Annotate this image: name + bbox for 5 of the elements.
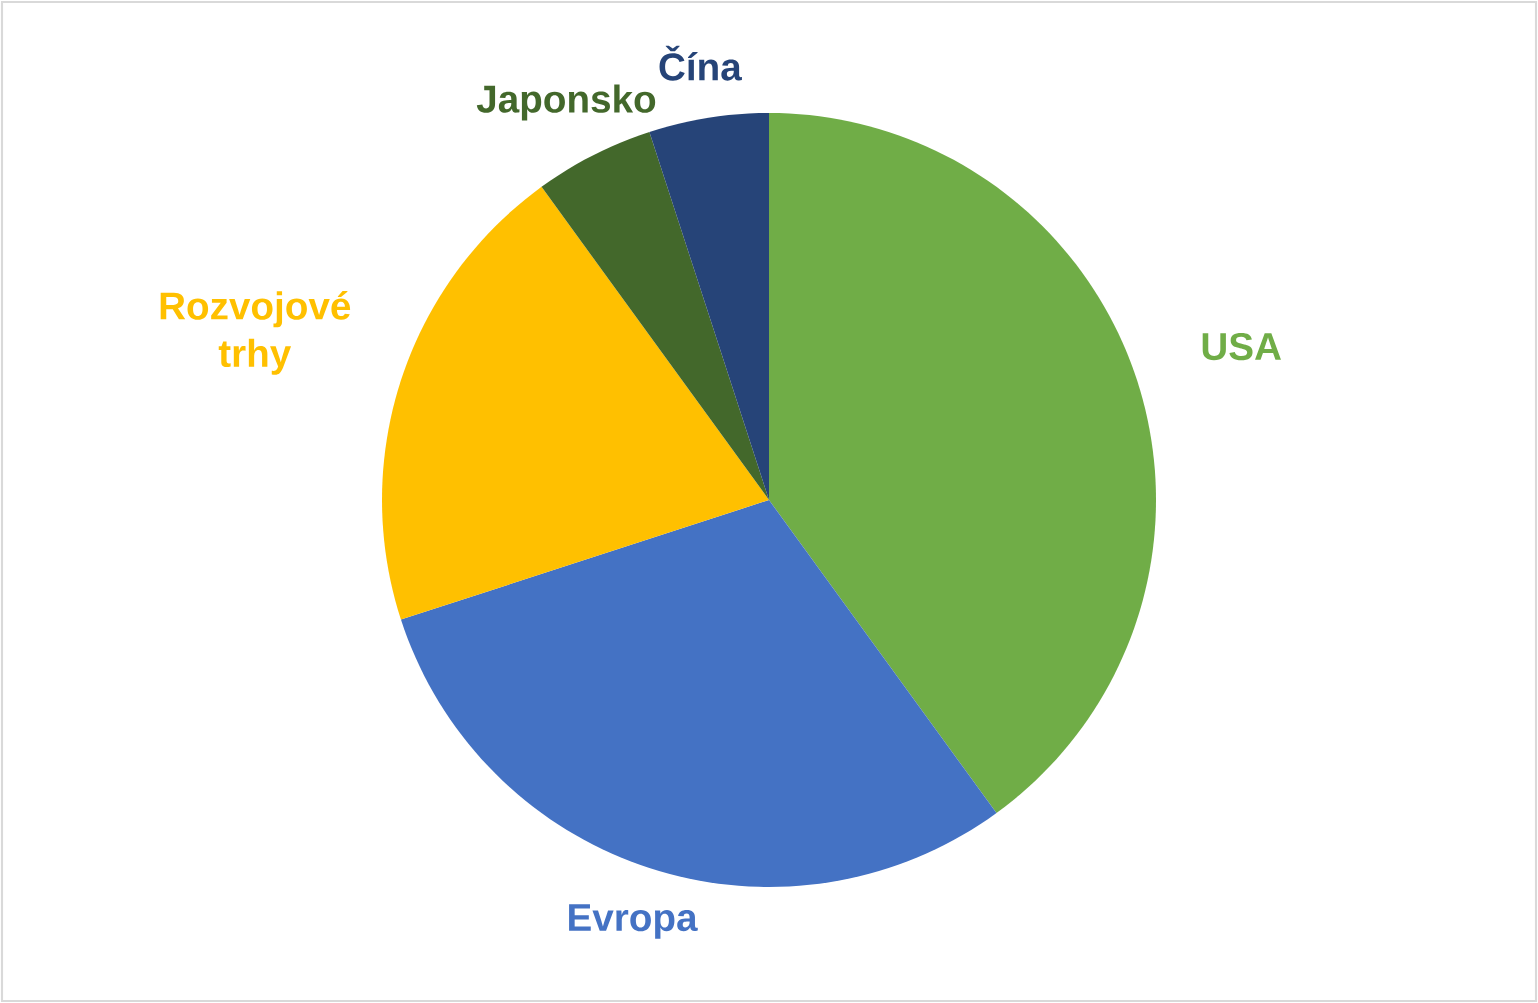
slice-label: USA	[1202, 332, 1281, 361]
slice-label: Čína	[659, 45, 742, 81]
slice-label: Rozvojové trhy	[160, 291, 351, 375]
slice-label: Evropa	[569, 904, 698, 939]
slice-label: Japonsko	[476, 84, 656, 121]
